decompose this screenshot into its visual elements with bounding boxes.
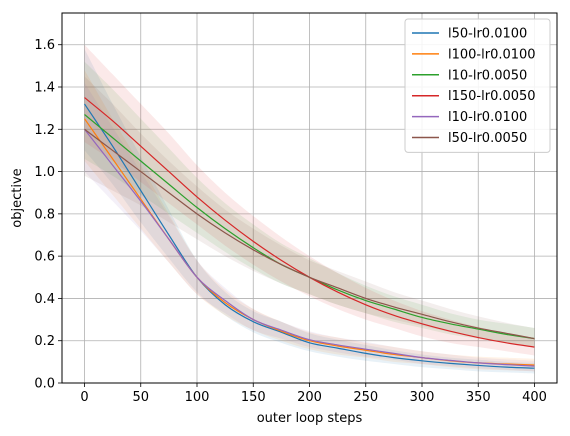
confidence-band	[84, 61, 535, 348]
x-tick-label: 300	[410, 390, 435, 405]
series-line	[84, 128, 535, 367]
confidence-bands	[84, 44, 535, 374]
confidence-band	[84, 76, 535, 348]
x-axis-label: outer loop steps	[257, 411, 363, 426]
series-lines	[84, 97, 535, 369]
legend-box	[404, 18, 551, 153]
confidence-band	[84, 44, 535, 356]
x-tick-label: 150	[241, 390, 266, 405]
legend-label: l100-lr0.0100	[448, 47, 536, 62]
legend-label: l150-lr0.0050	[448, 89, 536, 104]
legend-label: l50-lr0.0100	[448, 27, 527, 42]
legend-label: l50-lr0.0050	[448, 131, 527, 146]
confidence-band	[84, 82, 535, 372]
y-axis-label: objective	[10, 168, 25, 227]
y-tick-label: 1.2	[34, 123, 55, 138]
y-tick-label: 0.8	[34, 207, 55, 222]
x-tick-label: 350	[466, 390, 491, 405]
series-line	[84, 128, 535, 340]
x-tick-label: 200	[297, 390, 322, 405]
y-tick-label: 0.6	[34, 250, 55, 265]
y-tick-label: 1.0	[34, 165, 55, 180]
y-tick-label: 1.6	[34, 38, 55, 53]
legend-label: l10-lr0.0100	[448, 110, 527, 125]
x-tick-label: 0	[80, 390, 88, 405]
y-tick-label: 0.2	[34, 334, 55, 349]
x-tick-label: 400	[522, 390, 547, 405]
x-axis-ticks: 0 50 100 150 200 250 300 350 400	[80, 383, 547, 405]
x-tick-label: 50	[132, 390, 149, 405]
x-tick-label: 100	[185, 390, 210, 405]
legend: l50-lr0.0100 l100-lr0.0100 l10-lr0.0050 l15…	[404, 18, 551, 153]
series-line	[84, 103, 535, 369]
y-tick-label: 0.4	[34, 292, 55, 307]
x-tick-label: 250	[353, 390, 378, 405]
legend-label: l10-lr0.0050	[448, 68, 527, 83]
y-tick-label: 0.0	[34, 377, 55, 392]
y-tick-label: 1.4	[34, 81, 55, 96]
y-axis-ticks: 0.0 0.2 0.4 0.6 0.8 1.0 1.2 1.4 1.6	[34, 38, 62, 392]
